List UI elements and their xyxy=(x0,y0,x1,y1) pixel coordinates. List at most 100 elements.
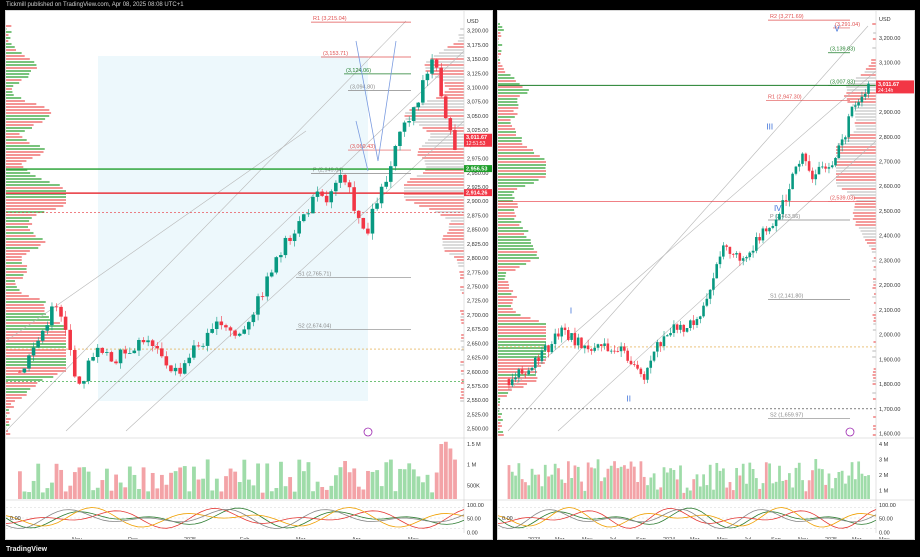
volume-profile-bar xyxy=(498,23,500,25)
volume-bar xyxy=(100,480,105,499)
volume-bar xyxy=(173,471,178,499)
candle-body xyxy=(669,333,672,336)
volume-bar xyxy=(599,481,603,499)
session-profile-bar xyxy=(873,320,876,322)
volume-bar xyxy=(867,475,870,499)
session-profile-bar xyxy=(460,388,464,390)
volume-bar xyxy=(748,462,752,499)
session-profile-bar xyxy=(418,148,464,150)
trend-channel-line xyxy=(65,50,465,432)
session-profile-bar xyxy=(460,316,464,318)
candle-body xyxy=(698,316,702,320)
session-profile-bar xyxy=(872,38,876,40)
volume-profile-bar xyxy=(6,241,46,243)
volume-bar xyxy=(91,490,96,499)
volume-profile-bar xyxy=(498,245,533,247)
price-axis-tick: 2,850.00 xyxy=(467,228,488,234)
volume-bar xyxy=(834,477,837,499)
volume-bar xyxy=(758,488,762,499)
volume-bar xyxy=(439,444,444,499)
volume-profile-bar xyxy=(6,148,45,150)
candle-body xyxy=(301,214,306,222)
volume-profile-bar xyxy=(6,268,27,270)
pivot-level-label: R1 (2,947.30) xyxy=(768,94,802,100)
session-profile-bar xyxy=(448,226,464,228)
candle-body xyxy=(233,330,237,336)
volume-profile-bar xyxy=(6,400,15,402)
left-chart-svg[interactable]: R1 (3,215.04) (3,153.71) (3,124.06) (3,094.… xyxy=(6,11,493,540)
right-chart-svg[interactable]: R2 (3,271.69) (3,291.04) (3,139.83) (3,007.… xyxy=(498,11,915,540)
candle-body xyxy=(761,228,765,241)
session-profile-bar xyxy=(419,205,464,207)
right-chart-panel[interactable]: R2 (3,271.69) (3,291.04) (3,139.83) (3,007.… xyxy=(497,10,915,540)
session-profile-bar xyxy=(405,118,464,120)
projection-path xyxy=(355,120,369,172)
candle-body xyxy=(384,181,388,187)
volume-bar xyxy=(636,482,640,499)
volume-bar xyxy=(768,463,771,499)
time-axis-tick: Mar xyxy=(555,537,565,540)
volume-profile-bar xyxy=(498,230,529,232)
volume-profile-bar xyxy=(6,325,64,327)
candle-body xyxy=(751,250,755,253)
candle-body xyxy=(560,327,563,337)
session-profile-bar xyxy=(427,139,464,141)
footer-bar: TradingView xyxy=(0,543,920,557)
session-profile-bar xyxy=(847,83,876,85)
volume-profile-bar xyxy=(6,112,52,114)
volume-bar xyxy=(860,473,864,499)
session-profile-bar xyxy=(425,67,464,69)
candle-body xyxy=(530,367,534,371)
volume-bar xyxy=(827,473,831,499)
session-profile-bar xyxy=(850,194,876,196)
volume-profile-bar xyxy=(498,275,506,277)
volume-bar xyxy=(68,485,73,499)
candle-body xyxy=(260,296,265,298)
volume-profile-bar xyxy=(498,158,545,160)
volume-bar xyxy=(817,468,821,499)
session-profile-bar xyxy=(459,37,464,39)
candle-body xyxy=(741,258,745,261)
volume-profile-bar xyxy=(498,224,520,226)
volume-bar xyxy=(347,472,352,499)
volume-bar xyxy=(430,492,435,499)
candle-body xyxy=(639,368,643,375)
session-profile-bar xyxy=(461,373,464,375)
candle-body xyxy=(320,191,324,196)
session-profile-bar xyxy=(460,400,464,402)
candle-body xyxy=(421,80,425,103)
volume-profile-bar xyxy=(6,328,66,330)
left-chart-panel[interactable]: R1 (3,215.04) (3,153.71) (3,124.06) (3,094.… xyxy=(5,10,493,540)
candle-body xyxy=(685,328,689,332)
candle-body xyxy=(205,332,210,346)
volume-profile-bar xyxy=(6,88,12,90)
session-profile-bar xyxy=(837,185,876,187)
volume-profile-bar xyxy=(6,247,39,249)
session-profile-bar xyxy=(422,157,464,159)
time-axis-tick: Mar xyxy=(690,537,700,540)
volume-profile-bar xyxy=(6,130,25,132)
candle-body xyxy=(416,102,421,108)
volume-bar xyxy=(794,467,798,499)
price-tag xyxy=(876,80,914,94)
session-profile-bar xyxy=(444,82,464,84)
projection-path xyxy=(355,40,397,162)
session-profile-bar xyxy=(846,92,876,94)
session-profile-bar xyxy=(872,380,876,382)
candle-body xyxy=(692,320,695,326)
session-profile-bar xyxy=(871,251,876,253)
volume-bar xyxy=(613,461,616,499)
volume-bar xyxy=(642,476,646,499)
session-profile-bar xyxy=(413,106,464,108)
volume-profile-bar xyxy=(498,353,546,355)
volume-profile-bar xyxy=(498,308,513,310)
session-profile-bar xyxy=(854,122,876,124)
candle-body xyxy=(603,343,606,346)
session-profile-bar xyxy=(460,286,464,288)
session-profile-bar xyxy=(873,425,876,427)
session-profile-bar xyxy=(440,214,464,216)
volume-bar xyxy=(228,468,233,499)
price-axis-tick: 2,900.00 xyxy=(879,110,900,116)
price-axis-tick: 3,100.00 xyxy=(879,61,900,67)
session-profile-bar xyxy=(444,250,464,252)
